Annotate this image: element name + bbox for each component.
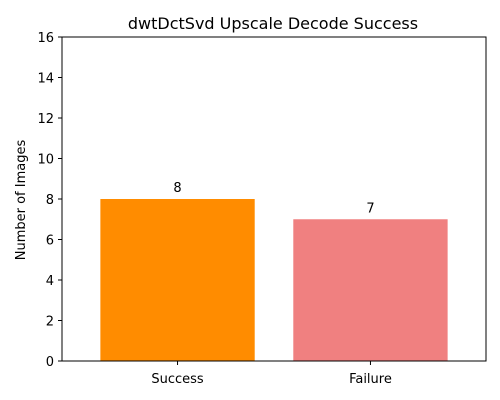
y-axis-label: Number of Images xyxy=(14,140,29,261)
x-tick-label: Failure xyxy=(349,372,392,387)
y-tick-label: 0 xyxy=(46,355,54,370)
y-tick-label: 8 xyxy=(46,193,54,208)
y-tick-label: 10 xyxy=(37,153,54,168)
y-tick-label: 2 xyxy=(46,315,54,330)
plot-area: 87 xyxy=(100,181,448,361)
y-tick-label: 6 xyxy=(46,234,54,249)
y-tick-label: 12 xyxy=(37,112,54,127)
bar-success xyxy=(100,199,255,361)
x-tick-label: Success xyxy=(151,372,204,387)
y-tick-label: 16 xyxy=(37,31,54,46)
chart-title: dwtDctSvd Upscale Decode Success xyxy=(128,14,418,33)
data-label: 7 xyxy=(366,201,374,216)
y-tick-label: 4 xyxy=(46,274,54,289)
data-label: 8 xyxy=(173,181,181,196)
bar-failure xyxy=(293,219,448,361)
y-tick-label: 14 xyxy=(37,72,54,87)
